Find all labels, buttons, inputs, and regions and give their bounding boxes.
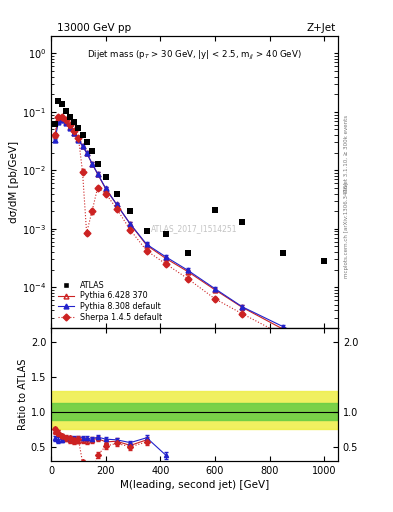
ATLAS	[71, 118, 77, 126]
Text: mcplots.cern.ch [arXiv:1306.3436]: mcplots.cern.ch [arXiv:1306.3436]	[344, 183, 349, 278]
ATLAS	[103, 173, 109, 181]
ATLAS	[143, 227, 150, 236]
Text: ATLAS_2017_I1514251: ATLAS_2017_I1514251	[151, 224, 238, 233]
Text: 13000 GeV pp: 13000 GeV pp	[57, 23, 131, 33]
ATLAS	[67, 113, 73, 121]
ATLAS	[94, 160, 101, 168]
Y-axis label: dσ/dM [pb/GeV]: dσ/dM [pb/GeV]	[9, 141, 19, 223]
ATLAS	[212, 206, 218, 214]
ATLAS	[83, 138, 90, 146]
ATLAS	[63, 106, 69, 115]
ATLAS	[280, 249, 286, 258]
ATLAS	[52, 119, 58, 127]
Legend: ATLAS, Pythia 6.428 370, Pythia 8.308 default, Sherpa 1.4.5 default: ATLAS, Pythia 6.428 370, Pythia 8.308 de…	[55, 279, 165, 324]
ATLAS	[55, 97, 62, 105]
Text: Rivet 3.1.10, ≥ 300k events: Rivet 3.1.10, ≥ 300k events	[344, 115, 349, 192]
ATLAS	[185, 249, 191, 258]
Text: Z+Jet: Z+Jet	[307, 23, 336, 33]
ATLAS	[114, 189, 120, 198]
ATLAS	[75, 124, 82, 133]
ATLAS	[89, 147, 95, 156]
Text: Dijet mass (p$_{T}$ > 30 GeV, |y| < 2.5, m$_{jj}$ > 40 GeV): Dijet mass (p$_{T}$ > 30 GeV, |y| < 2.5,…	[87, 49, 302, 62]
ATLAS	[59, 100, 65, 109]
ATLAS	[127, 207, 134, 215]
ATLAS	[163, 230, 169, 239]
ATLAS	[79, 131, 86, 139]
ATLAS	[239, 218, 246, 226]
X-axis label: M(leading, second jet) [GeV]: M(leading, second jet) [GeV]	[120, 480, 269, 490]
Y-axis label: Ratio to ATLAS: Ratio to ATLAS	[18, 359, 28, 430]
ATLAS	[321, 257, 327, 265]
